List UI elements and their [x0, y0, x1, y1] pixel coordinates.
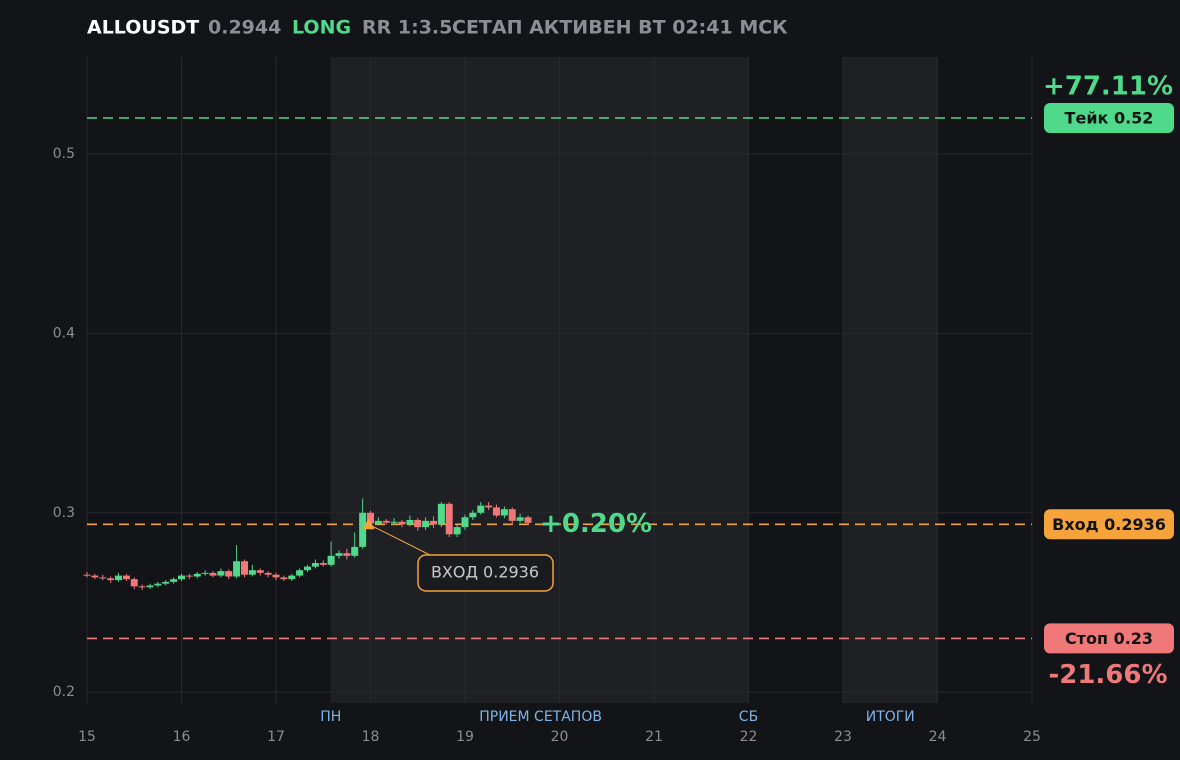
y-tick-label: 0.2 — [53, 684, 75, 700]
candle-body — [445, 503, 453, 535]
candle-body — [311, 563, 319, 567]
candle-body — [91, 575, 99, 578]
pct-take: +77.11% — [1043, 72, 1173, 102]
candle-body — [217, 571, 225, 576]
x-tick-label: 22 — [740, 729, 758, 745]
level-label: Стоп 0.23 — [1065, 629, 1153, 648]
pct-stop: -21.66% — [1048, 660, 1167, 690]
candle-body — [178, 575, 185, 580]
header: ALLOUSDT 0.2944 LONG RR 1:3.5 СЕТАП АКТИ… — [87, 17, 788, 39]
candle-body — [516, 517, 524, 521]
candle-body — [524, 517, 532, 523]
x-tick-label: 24 — [929, 729, 947, 745]
candle-body — [99, 577, 107, 579]
candle-body — [477, 505, 485, 513]
candle-body — [343, 553, 351, 556]
symbol: ALLOUSDT — [87, 17, 199, 39]
session-label: ПРИЕМ СЕТАПОВ — [479, 709, 602, 725]
candle-body — [162, 581, 170, 584]
candle-body — [508, 509, 516, 521]
session-shade — [843, 57, 938, 703]
session-shade — [330, 57, 749, 703]
candle-body — [382, 520, 390, 523]
candle-body — [209, 572, 217, 576]
level-label: Тейк 0.52 — [1065, 109, 1154, 128]
candle-body — [288, 575, 296, 580]
candle-body — [256, 570, 264, 573]
candle-body — [406, 519, 414, 525]
level-pill — [1044, 623, 1174, 654]
y-tick-label: 0.4 — [53, 325, 75, 341]
x-tick-label: 17 — [267, 729, 285, 745]
candle-body — [437, 503, 445, 525]
candle-body — [280, 577, 288, 580]
candle-body — [83, 574, 91, 576]
x-tick-label: 21 — [645, 729, 663, 745]
candle-body — [469, 512, 477, 518]
candle-body — [485, 505, 493, 508]
candle-body — [193, 573, 201, 577]
pct-entry: +0.20% — [540, 509, 652, 539]
candle-body — [233, 561, 241, 577]
candle-body — [154, 583, 162, 586]
candle-body — [492, 507, 500, 516]
candle-body — [374, 520, 382, 524]
y-tick-label: 0.5 — [53, 146, 75, 162]
session-label: СБ — [739, 709, 758, 725]
callout-line — [368, 523, 433, 557]
candle-body — [500, 509, 508, 516]
x-tick-label: 16 — [173, 729, 191, 745]
x-tick-label: 19 — [456, 729, 474, 745]
candle-body — [414, 519, 422, 528]
candle-body — [390, 521, 398, 523]
candle-body — [319, 563, 327, 565]
candle-body — [114, 575, 122, 581]
risk-reward: RR 1:3.5 — [362, 17, 452, 39]
candle-body — [398, 521, 406, 525]
candle-body — [170, 579, 178, 582]
y-tick-label: 0.3 — [53, 505, 75, 521]
candle-body — [335, 553, 343, 556]
candle-body — [241, 561, 249, 575]
candle-body — [185, 575, 193, 577]
x-tick-label: 20 — [551, 729, 569, 745]
x-tick-label: 25 — [1023, 729, 1041, 745]
status: СЕТАП АКТИВЕН ВТ 02:41 МСК — [452, 17, 788, 39]
callout-label: ВХОД 0.2936 — [431, 563, 539, 582]
side: LONG — [292, 17, 351, 39]
candle-body — [453, 527, 461, 535]
candle-body — [296, 570, 304, 576]
level-pill — [1044, 509, 1174, 540]
candle-body — [146, 585, 154, 588]
candle-body — [107, 578, 115, 581]
x-tick-label: 15 — [78, 729, 96, 745]
level-pill — [1044, 103, 1174, 134]
session-label: ПН — [320, 709, 341, 725]
price: 0.2944 — [208, 17, 281, 39]
x-tick-label: 23 — [834, 729, 852, 745]
level-label: Вход 0.2936 — [1052, 515, 1166, 534]
candle-body — [122, 575, 130, 580]
candle-body — [461, 517, 469, 528]
candle-body — [225, 571, 233, 577]
candle-body — [138, 586, 146, 588]
candle-body — [303, 566, 311, 571]
entry-marker — [362, 518, 375, 530]
callout-box — [417, 554, 554, 592]
x-tick-label: 18 — [362, 729, 380, 745]
candle-body — [201, 572, 209, 574]
candle-body — [327, 555, 335, 565]
candle-body — [367, 512, 374, 524]
candle-body — [248, 570, 256, 575]
candle-body — [130, 579, 138, 587]
candle-body — [422, 520, 430, 528]
candle-body — [359, 512, 367, 547]
session-label: ИТОГИ — [866, 709, 915, 725]
candle-body — [351, 546, 359, 556]
candle-body — [272, 574, 280, 578]
candle-body — [430, 520, 438, 525]
candle-body — [264, 572, 272, 575]
